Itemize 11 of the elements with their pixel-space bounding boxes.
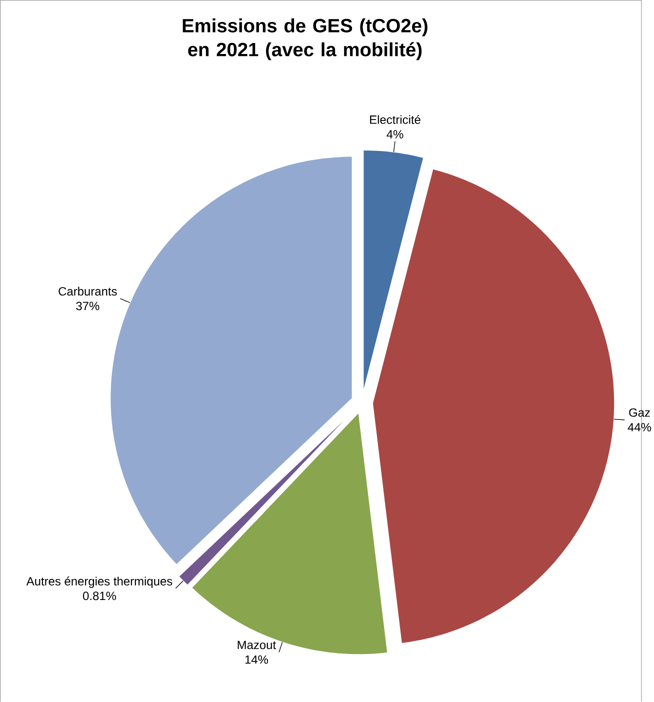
- data-label: 14%: [245, 655, 268, 664]
- data-label: 0.81%: [82, 592, 116, 600]
- slice-label: Autres énergies thermiques: [26, 576, 172, 588]
- slice-label: Carburants: [58, 286, 117, 296]
- slice-label: Electricité: [370, 114, 420, 124]
- data-label: 37%: [76, 302, 100, 310]
- data-label: 44%: [628, 423, 651, 432]
- slice-label: Mazout: [238, 640, 276, 650]
- data-label: 4%: [386, 130, 404, 138]
- chart-title: Emissions de GES (tCO2e) en 2021 (avec la mobilité): [182, 18, 428, 60]
- slice-label: Gaz: [629, 408, 650, 417]
